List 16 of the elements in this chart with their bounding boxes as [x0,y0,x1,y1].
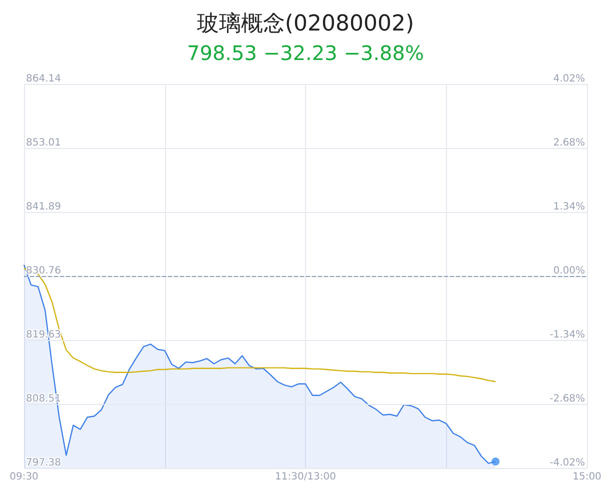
y-tick-label: 864.14 [26,74,61,84]
y-tick-label: 841.89 [26,201,61,212]
x-tick-label: 09:30 [10,472,38,482]
y2-tick-label: 1.34% [553,202,585,212]
y-tick-label: 797.38 [26,458,61,468]
y2-tick-label: 2.68% [553,138,585,148]
y-tick-label: 853.01 [26,138,61,149]
y2-tick-label: 4.02% [553,74,585,84]
chart-subtitle: 798.53 −32.23 −3.88% [186,41,424,65]
chart-title: 玻璃概念(02080002) [196,12,414,36]
x-tick-label: 15:00 [572,472,602,482]
y2-tick-label: -1.34% [550,330,585,340]
y2-tick-label: 0.00% [553,266,585,276]
x-tick-label: 11:30/13:00 [274,472,336,482]
y2-tick-label: -4.02% [550,458,585,468]
y2-tick-label: -2.68% [550,394,585,404]
